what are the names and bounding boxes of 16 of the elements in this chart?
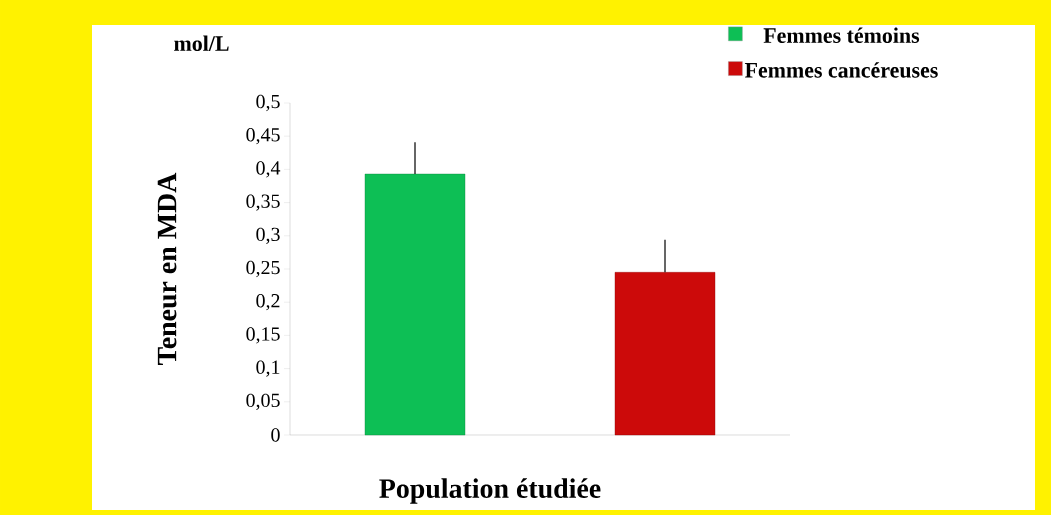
legend-label: Femmes témoins xyxy=(763,27,920,43)
y-tick-label: 0,45 xyxy=(246,128,280,145)
y-tick-label: 0,1 xyxy=(256,360,280,377)
y-tick-label: 0 xyxy=(271,428,280,442)
text: mol/L xyxy=(174,35,229,51)
y-tick-label: 0,35 xyxy=(246,194,280,211)
y-tick-label: 0,25 xyxy=(246,260,280,278)
legend-label: Femmes cancéreuses xyxy=(744,62,938,78)
y-tick-label: 0,05 xyxy=(246,393,280,410)
x-axis-title: Population étudiée xyxy=(379,478,601,504)
y-tick-label: 0,3 xyxy=(256,227,280,244)
y-tick-label: 0,2 xyxy=(256,294,280,311)
y-tick-label: 0,4 xyxy=(256,161,281,178)
y-tick-label: 0,5 xyxy=(256,94,280,112)
y-tick-label: 0,15 xyxy=(246,327,280,344)
y-axis-title: Teneur en MDA xyxy=(157,172,177,365)
